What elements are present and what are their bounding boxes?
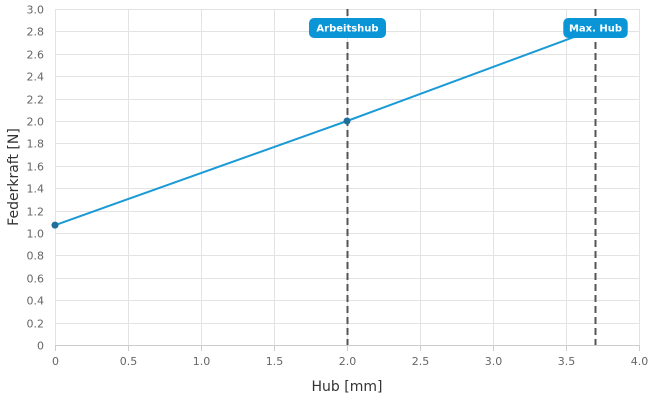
reference-label: Max. Hub: [569, 24, 622, 35]
y-tick-label: 1.8: [27, 138, 45, 151]
x-tick-label: 1.5: [266, 355, 284, 368]
x-tick-label: 2.0: [339, 355, 357, 368]
x-tick-label: 0.5: [120, 355, 138, 368]
axes: [55, 345, 640, 351]
reference-label-box: [309, 18, 386, 38]
y-tick-label: 2.2: [27, 94, 45, 107]
data-point: [343, 117, 351, 125]
y-tick-label: 2.6: [27, 49, 45, 62]
y-tick-label: 2.0: [27, 116, 45, 129]
x-tick-label: 3.0: [485, 355, 503, 368]
x-tick-label: 3.5: [558, 355, 576, 368]
reference-label-box: [563, 18, 628, 38]
y-tick-label: 2.4: [27, 71, 45, 84]
y-tick-label: 1.4: [27, 183, 45, 196]
data-point: [51, 221, 59, 229]
series-line: [54, 28, 596, 227]
data-series: [51, 28, 596, 229]
x-tick-label: 2.5: [412, 355, 430, 368]
y-tick-label: 3.0: [27, 4, 45, 17]
x-tick-label: 1.0: [193, 355, 211, 368]
y-tick-label: 0.8: [27, 250, 45, 263]
y-tick-label: 1.6: [27, 161, 45, 174]
reference-label: Arbeitshub: [316, 24, 378, 35]
x-tick-label: 4.0: [631, 355, 649, 368]
y-tick-label: 2.8: [27, 26, 45, 39]
y-tick-label: 0.6: [27, 273, 45, 286]
y-tick-label: 0.2: [27, 318, 45, 331]
reference-markers: [346, 9, 597, 345]
y-tick-label: 1.2: [27, 206, 45, 219]
x-tick-label: 0: [52, 355, 59, 368]
x-axis-title: Hub [mm]: [312, 379, 383, 395]
x-tick-labels: 0 0.5 1.0 1.5 2.0 2.5 3.0 3.5 4.0: [52, 355, 648, 368]
y-axis-title: Federkraft [N]: [6, 128, 22, 226]
reference-marker-labels: Arbeitshub Max. Hub: [309, 18, 628, 38]
y-tick-labels: 0 0.2 0.4 0.6 0.8 1.0 1.2 1.4 1.6 1.8 2.0 2.2 2.4 2.6…: [27, 4, 45, 353]
y-tick-label: 1.0: [27, 228, 45, 241]
y-tick-label: 0.4: [27, 295, 45, 308]
y-tick-label: 0: [37, 340, 44, 353]
